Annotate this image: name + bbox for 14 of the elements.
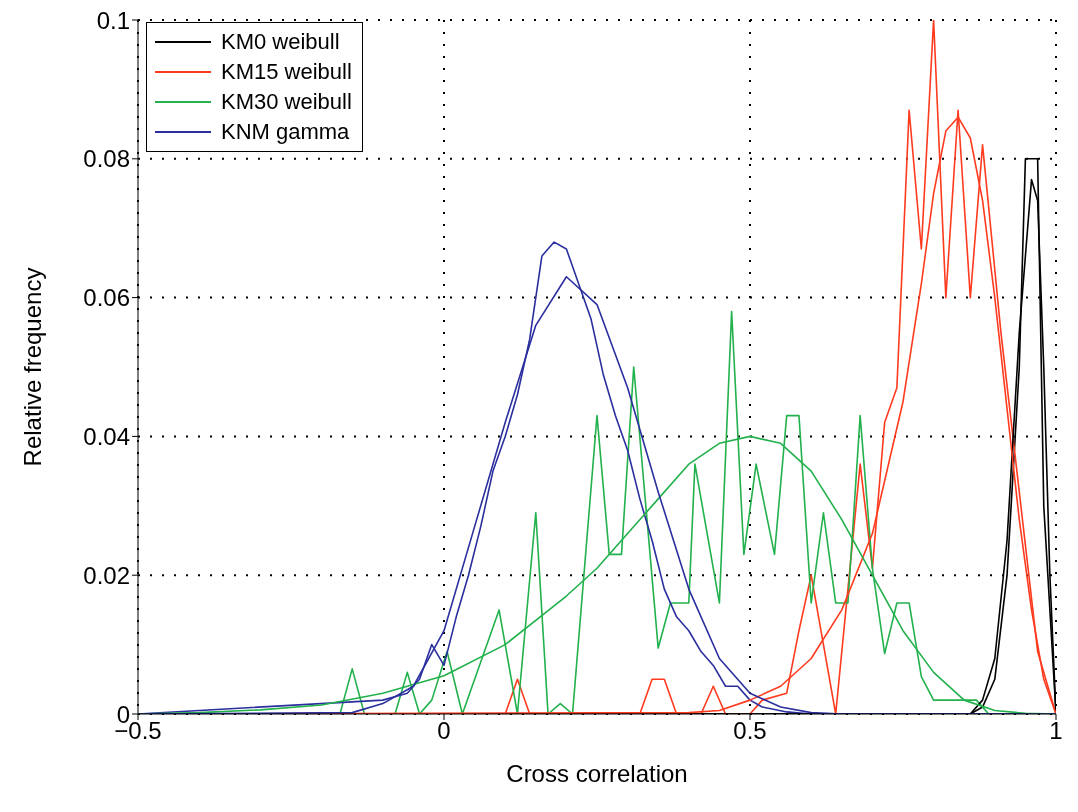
legend-label: KM30 weibull bbox=[221, 89, 352, 115]
x-tick-label: 0.5 bbox=[733, 717, 767, 745]
legend-label: KM15 weibull bbox=[221, 59, 352, 85]
x-tick-label: 1 bbox=[1049, 717, 1063, 745]
legend-label: KM0 weibull bbox=[221, 29, 340, 55]
y-tick-label: 0.02 bbox=[83, 561, 130, 589]
y-tick-label: 0.1 bbox=[96, 6, 130, 34]
y-tick-label: 0.08 bbox=[83, 145, 130, 173]
legend-label: KNM gamma bbox=[221, 119, 350, 145]
y-tick-label: 0.04 bbox=[83, 422, 130, 450]
x-tick-label: 0 bbox=[437, 717, 451, 745]
y-axis-title: Relative frequency bbox=[18, 267, 46, 467]
y-tick-label: 0.06 bbox=[83, 284, 130, 312]
x-axis-title: Cross correlation bbox=[506, 760, 688, 787]
